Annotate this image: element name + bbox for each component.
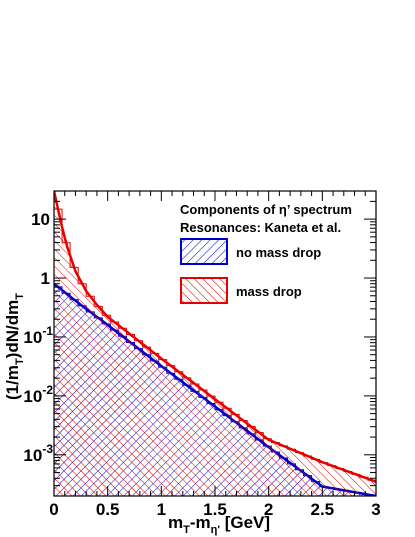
y-axis: 10 1 10-1 10-2 10-3 <box>23 190 376 497</box>
y-tick-label: 10 <box>31 210 50 229</box>
y-tick-label: 10-1 <box>23 324 53 347</box>
x-tick-label: 2.5 <box>311 500 335 519</box>
x-tick-label: 0.5 <box>96 500 120 519</box>
x-tick-label: 1.5 <box>203 500 227 519</box>
y-tick-label: 10-2 <box>23 383 53 406</box>
x-tick-label: 0 <box>49 500 58 519</box>
legend-swatch-mass-drop <box>180 277 228 304</box>
x-tick-label: 1 <box>157 500 166 519</box>
plot-area: 0 0.5 1 1.5 2 2.5 3 10 1 10-1 10-2 10-3 <box>23 190 381 519</box>
series-area-1 <box>54 191 376 496</box>
series-line-1 <box>54 191 376 483</box>
legend-header-line-2: Resonances: Kaneta et al. <box>180 220 341 235</box>
y-tick-label: 1 <box>41 269 50 288</box>
legend-header-line-1: Components of η’ spectrum <box>180 202 352 217</box>
x-axis: 0 0.5 1 1.5 2 2.5 3 <box>49 191 381 519</box>
x-tick-label: 3 <box>371 500 380 519</box>
legend: Components of η’ spectrum Resonances: Ka… <box>180 202 352 304</box>
x-axis-title: mT-mη' [GeV] <box>168 513 270 536</box>
legend-label-no-mass-drop: no mass drop <box>236 245 321 260</box>
y-axis-title: (1/mT)dN/dmT <box>3 293 26 400</box>
y-tick-label: 10-3 <box>23 442 53 465</box>
legend-label-mass-drop: mass drop <box>236 284 302 299</box>
legend-swatch-no-mass-drop <box>180 238 228 265</box>
x-tick-label: 2 <box>264 500 273 519</box>
series-layer <box>54 191 376 496</box>
